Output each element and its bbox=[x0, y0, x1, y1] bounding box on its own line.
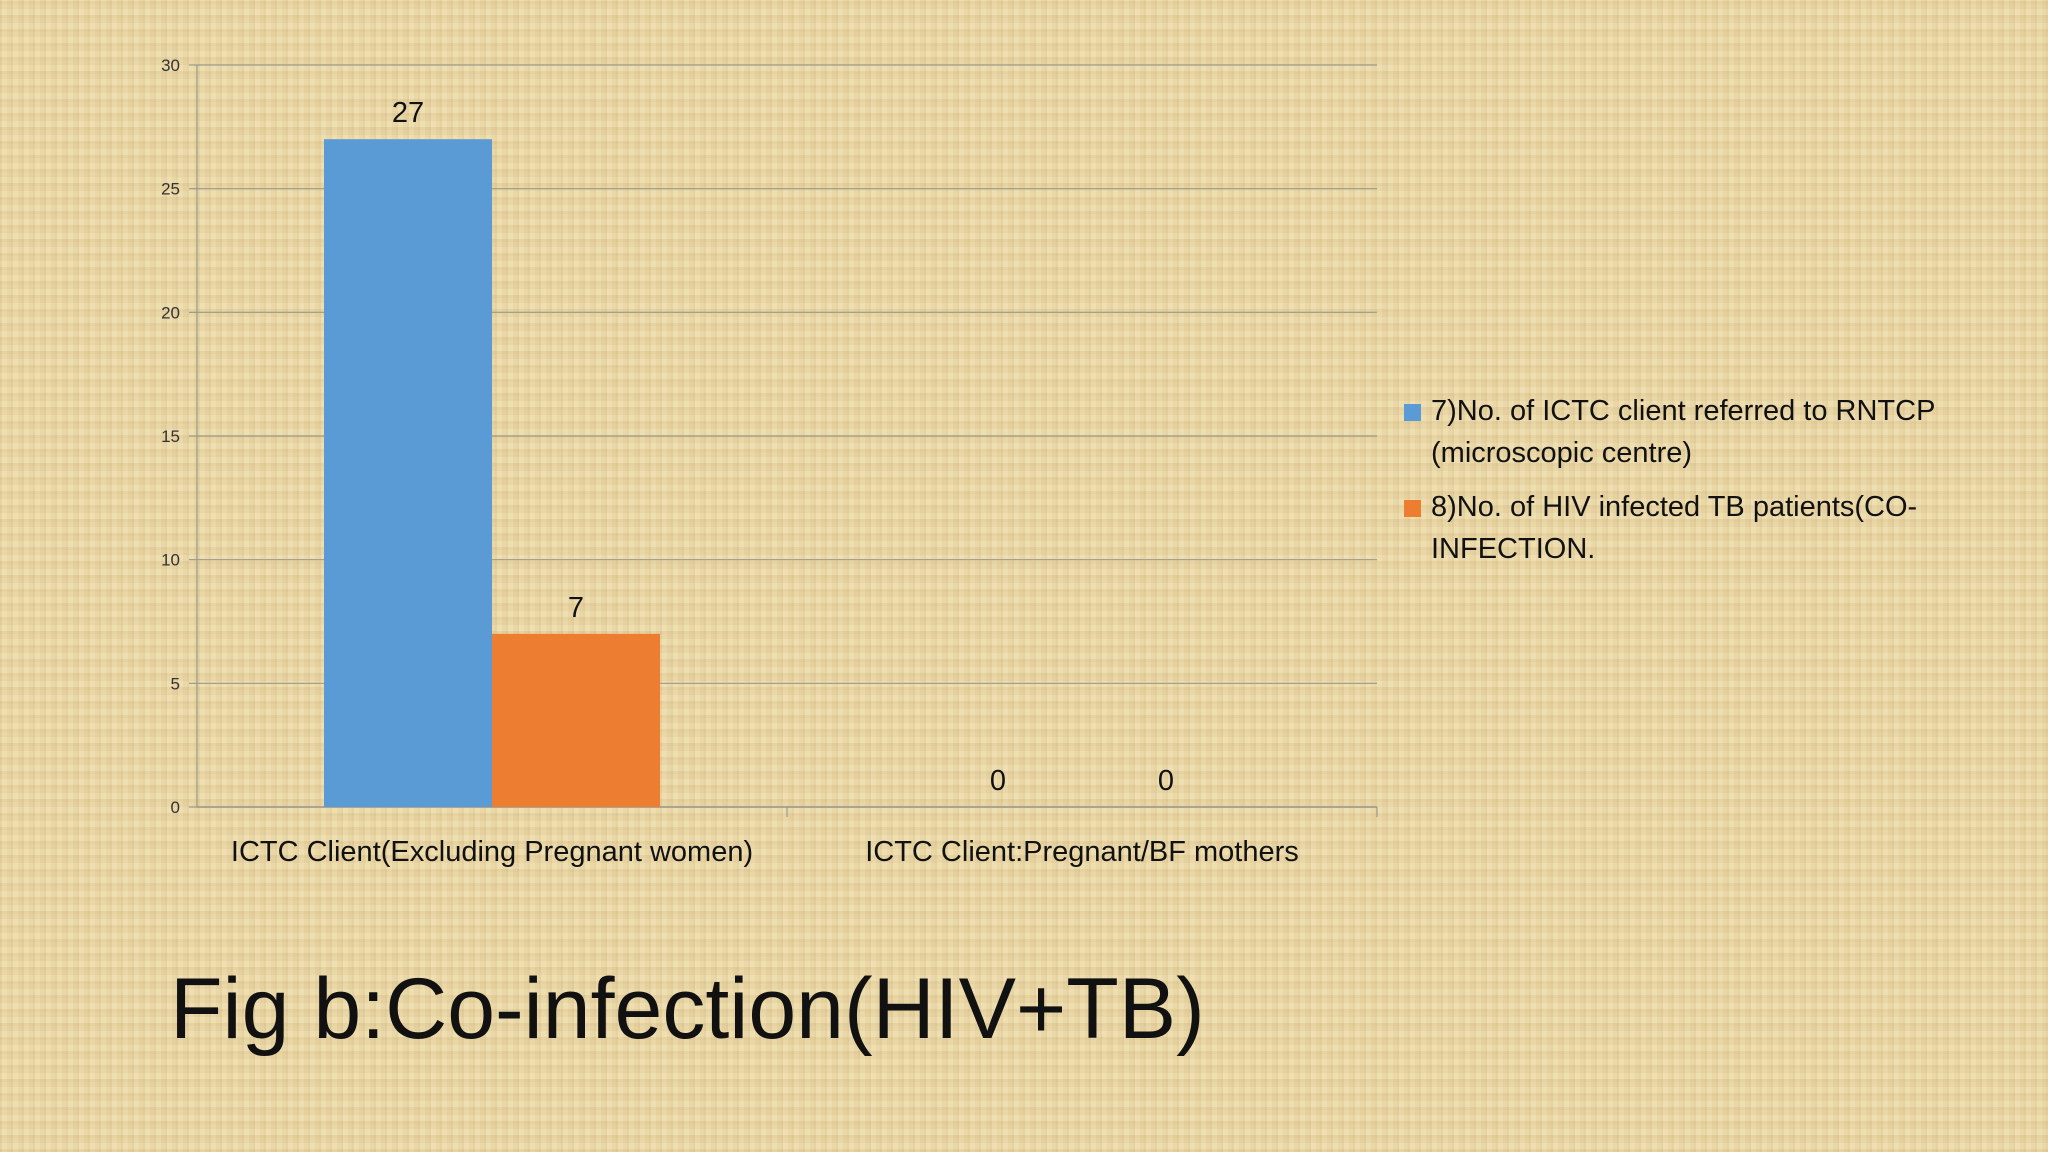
legend-item: 7)No. of ICTC client referred to RNTCP (… bbox=[1404, 390, 2004, 474]
x-category-label: ICTC Client:Pregnant/BF mothers bbox=[865, 836, 1299, 868]
y-tick-label: 0 bbox=[171, 798, 180, 817]
y-tick-label: 10 bbox=[161, 551, 180, 570]
y-tick-label: 20 bbox=[161, 303, 180, 322]
bar bbox=[324, 139, 492, 807]
figure-caption: Fig b:Co-infection(HIV+TB) bbox=[170, 961, 1205, 1057]
legend: 7)No. of ICTC client referred to RNTCP (… bbox=[1404, 390, 2004, 582]
legend-label: 7)No. of ICTC client referred to RNTCP (… bbox=[1431, 395, 1935, 469]
y-tick-label: 5 bbox=[171, 674, 180, 693]
legend-label: 8)No. of HIV infected TB patients(CO-INF… bbox=[1431, 491, 1918, 565]
data-label: 7 bbox=[568, 592, 584, 624]
data-label: 0 bbox=[1158, 765, 1174, 797]
legend-item: 8)No. of HIV infected TB patients(CO-INF… bbox=[1404, 486, 2004, 570]
legend-swatch bbox=[1404, 404, 1421, 421]
y-tick-label: 30 bbox=[161, 56, 180, 75]
legend-swatch bbox=[1404, 500, 1421, 517]
y-tick-label: 25 bbox=[161, 180, 180, 199]
bar-chart: 0 5 10 15 20 25 30 27 7 ICTC Client(Excluding Pre… bbox=[161, 56, 1378, 868]
data-label: 27 bbox=[392, 97, 424, 129]
x-category-label: ICTC Client(Excluding Pregnant women) bbox=[231, 836, 753, 868]
bar bbox=[492, 633, 660, 807]
y-tick-label: 15 bbox=[161, 427, 180, 446]
data-label: 0 bbox=[990, 765, 1006, 797]
